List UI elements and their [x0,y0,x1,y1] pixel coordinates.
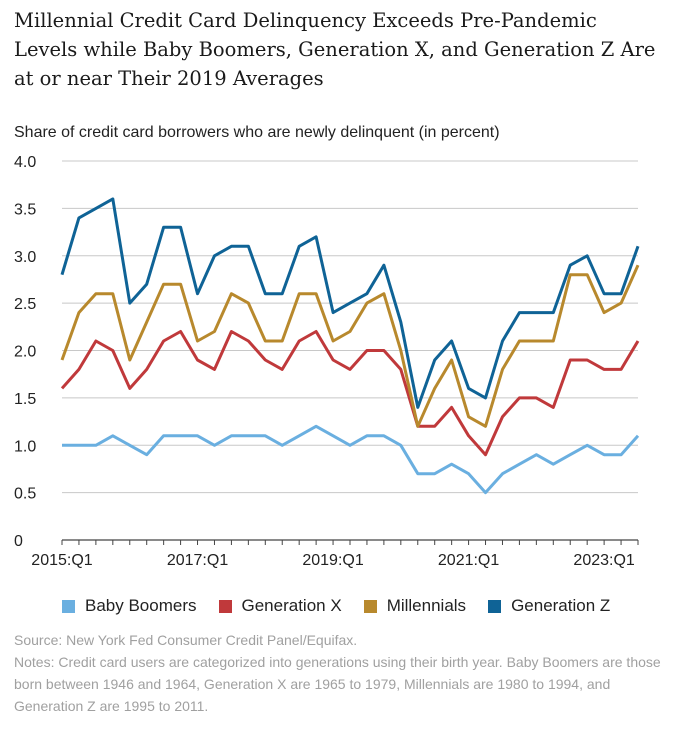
legend-swatch-millennials [363,599,377,613]
legend-swatch-generation-x [218,599,232,613]
y-tick-label: 0.5 [14,486,36,503]
y-tick-label: 3.0 [14,249,36,266]
y-tick-label: 0 [14,533,23,550]
legend-item-baby-boomers: Baby Boomers [62,596,197,616]
line-chart: 0 0.5 1.0 1.5 2.0 2.5 3.0 3.5 4.0 2015:Q1 2017:Q1 2… [14,154,640,569]
series-line-generation-z [60,197,640,409]
y-tick-label: 2.5 [14,296,36,313]
legend-item-millennials: Millennials [363,596,467,616]
chart-footer: Source: New York Fed Consumer Credit Pan… [14,629,664,717]
series-line-baby-boomers [62,424,640,495]
x-tick-label: 2015:Q1 [31,552,92,569]
x-tick-label: 2017:Q1 [167,552,228,569]
y-tick-label: 3.5 [14,201,36,218]
notes-text: Notes: Credit card users are categorized… [14,654,661,714]
legend-label-generation-x: Generation X [241,596,342,615]
legend-item-generation-z: Generation Z [488,596,610,616]
legend-label-generation-z: Generation Z [511,596,611,615]
x-tick-label: 2023:Q1 [573,552,634,569]
y-tick-label: 2.0 [14,344,36,361]
y-tick-label: 1.0 [14,438,36,455]
y-axis-label: Share of credit card borrowers who are n… [14,124,500,141]
legend-label-baby-boomers: Baby Boomers [85,596,197,615]
y-tick-label: 1.5 [14,391,36,408]
series-line-generation-x [60,330,640,457]
legend-label-millennials: Millennials [386,596,467,615]
legend-item-generation-x: Generation X [218,596,342,616]
chart-title: Millennial Credit Card Delinquency Excee… [14,9,656,90]
x-tick-label: 2019:Q1 [302,552,363,569]
legend-swatch-generation-z [488,599,502,613]
y-tick-label: 4.0 [14,154,36,171]
series-line-millennials [60,264,640,428]
chart-legend: Baby Boomers Generation X Millennials Ge… [62,596,632,616]
x-tick-label: 2021:Q1 [438,552,499,569]
source-note: Source: New York Fed Consumer Credit Pan… [14,632,358,648]
legend-swatch-baby-boomers [62,599,75,613]
